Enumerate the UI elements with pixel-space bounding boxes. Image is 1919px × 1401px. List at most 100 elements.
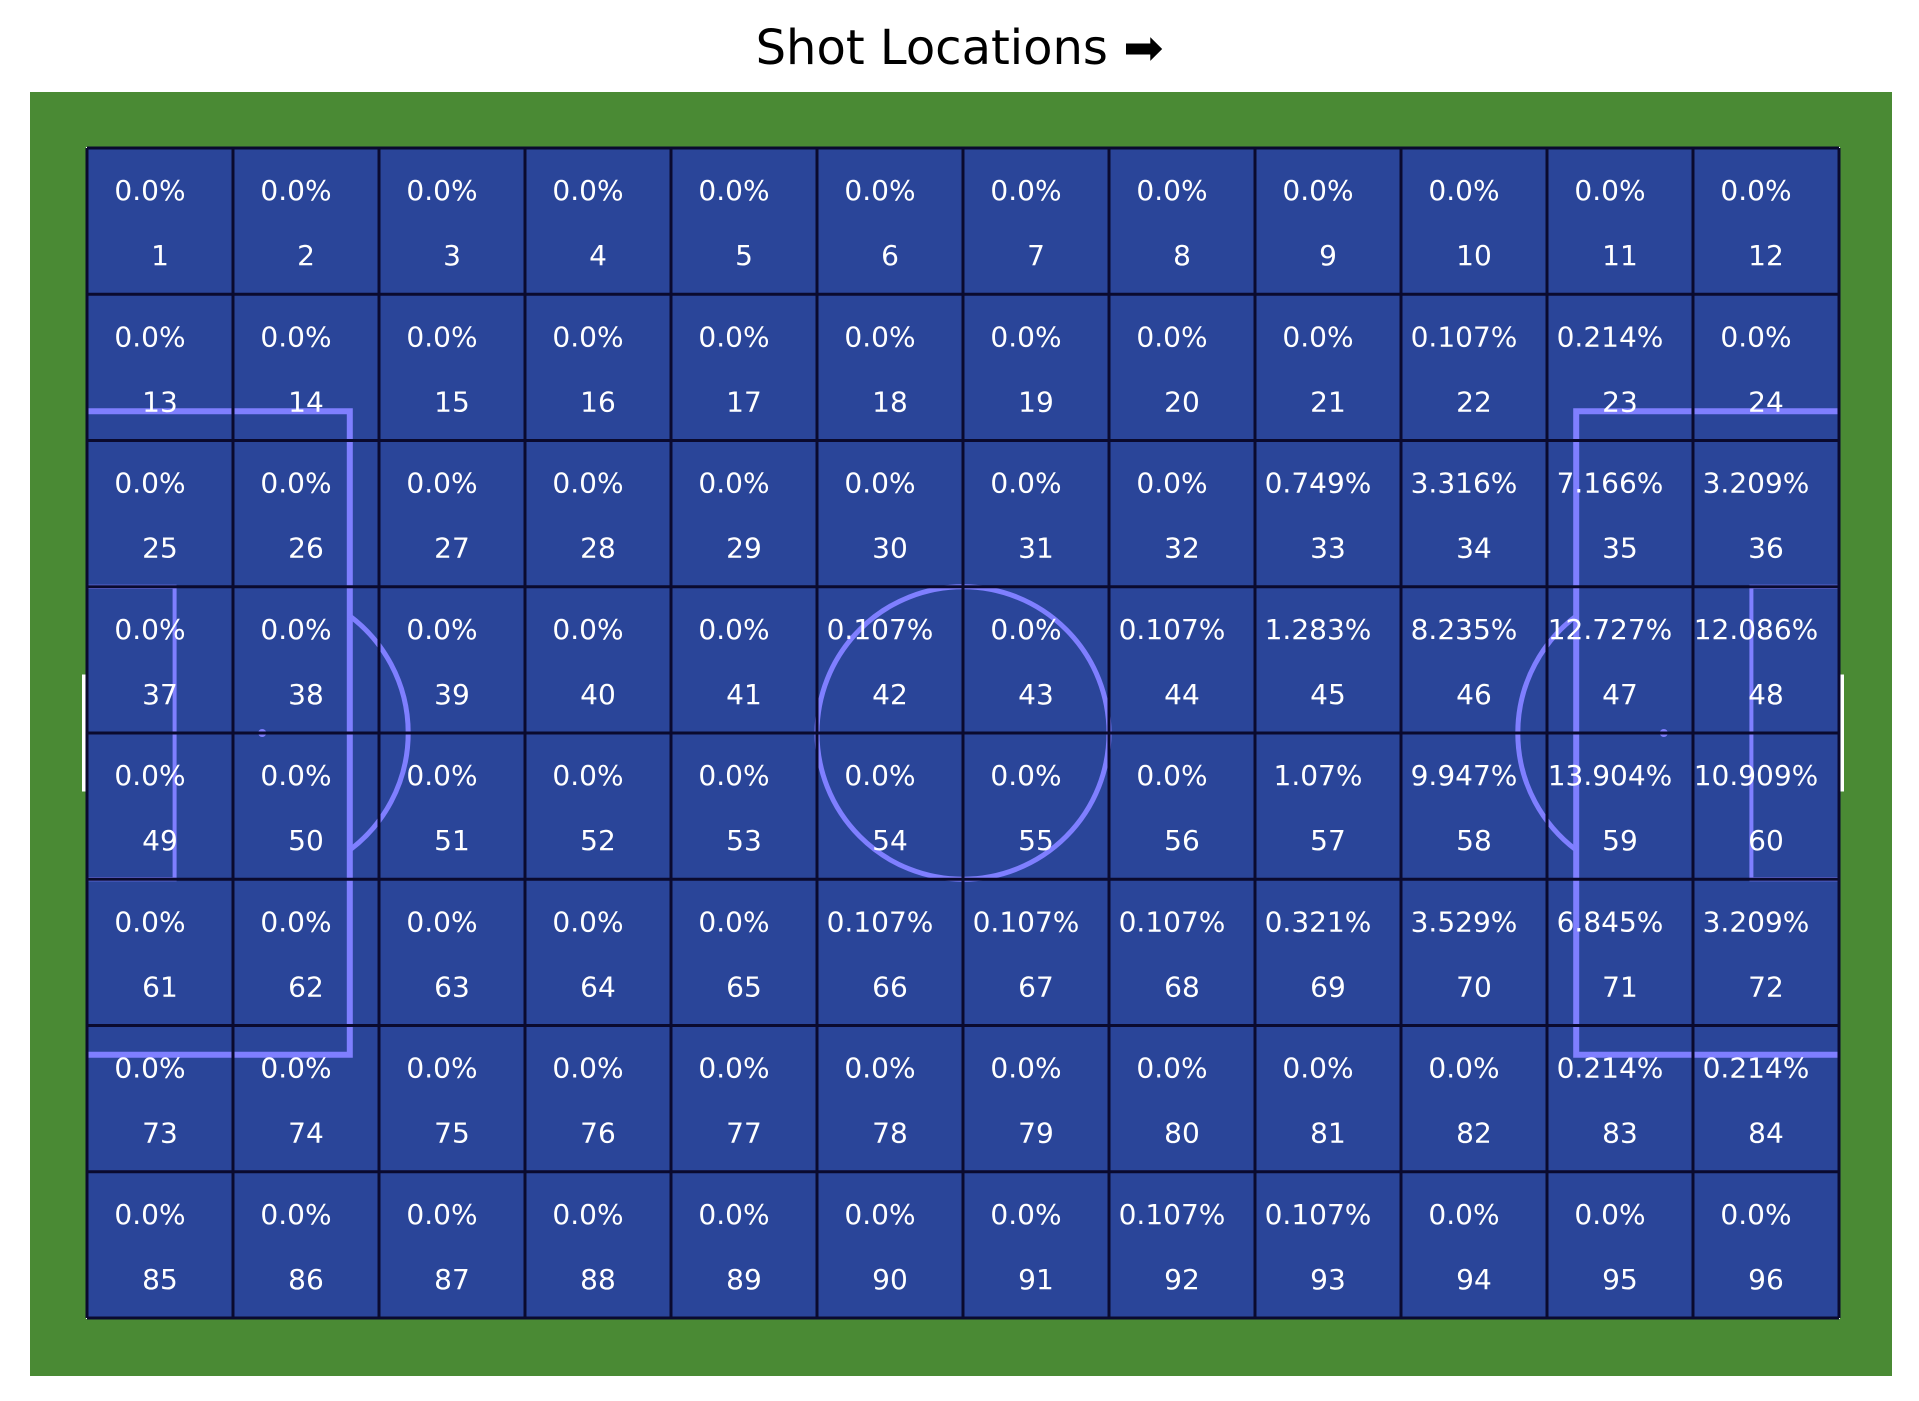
percentage-label: 0.0% [260,905,331,938]
percentage-label: 0.0% [698,1198,769,1231]
percentage-label: 0.0% [114,905,185,938]
heatmap-cell-59 [1547,733,1693,880]
percentage-label: 0.0% [552,613,623,646]
percentage-label: 0.0% [552,174,623,207]
heatmap-cell-36 [1693,440,1839,587]
zone-number-label: 21 [1310,385,1346,418]
percentage-label: 0.0% [406,320,477,353]
zone-number-label: 49 [142,824,178,857]
heatmap-cell-65 [671,879,817,1026]
zone-number-label: 26 [288,532,324,565]
percentage-label: 0.0% [844,1052,915,1085]
heatmap-cell-68 [1109,879,1255,1026]
percentage-label: 12.727% [1548,613,1673,646]
heatmap-cell-22 [1401,294,1547,441]
zone-number-label: 51 [434,824,470,857]
percentage-label: 0.0% [990,174,1061,207]
heatmap-cell-42 [817,586,963,733]
right-goal [1839,674,1844,792]
zone-number-label: 11 [1602,239,1638,272]
zone-number-label: 1 [151,239,169,272]
heatmap-cell-80 [1109,1025,1255,1172]
zone-number-label: 28 [580,532,616,565]
heatmap-cell-72 [1693,879,1839,1026]
percentage-label: 12.086% [1694,613,1819,646]
zone-number-label: 61 [142,970,178,1003]
heatmap-cell-1 [87,148,233,295]
zone-number-label: 93 [1310,1263,1346,1296]
percentage-label: 0.0% [990,613,1061,646]
zone-number-label: 54 [872,824,908,857]
percentage-label: 0.321% [1265,905,1372,938]
percentage-label: 0.0% [260,759,331,792]
zone-cells [87,148,1839,1318]
zone-number-label: 44 [1164,678,1200,711]
heatmap-cell-58 [1401,733,1547,880]
percentage-label: 0.0% [698,759,769,792]
percentage-label: 0.0% [844,1198,915,1231]
heatmap-cell-34 [1401,440,1547,587]
percentage-label: 0.107% [1119,613,1226,646]
zone-number-label: 46 [1456,678,1492,711]
heatmap-cell-50 [233,733,379,880]
percentage-label: 13.904% [1548,759,1673,792]
zone-number-label: 17 [726,385,762,418]
zone-number-label: 62 [288,970,324,1003]
percentage-label: 0.214% [1557,1052,1664,1085]
zone-grid-lines [85,146,1841,1320]
zone-number-label: 12 [1748,239,1784,272]
zone-number-label: 19 [1018,385,1054,418]
heatmap-cell-89 [671,1171,817,1318]
heatmap-cell-27 [379,440,525,587]
heatmap-cell-81 [1255,1025,1401,1172]
percentage-label: 0.0% [552,320,623,353]
heatmap-cell-53 [671,733,817,880]
zone-number-label: 68 [1164,970,1200,1003]
percentage-label: 0.0% [406,613,477,646]
percentage-label: 0.0% [260,1198,331,1231]
zone-number-label: 65 [726,970,762,1003]
heatmap-cell-77 [671,1025,817,1172]
percentage-label: 0.214% [1557,320,1664,353]
heatmap-cell-40 [525,586,671,733]
heatmap-cell-76 [525,1025,671,1172]
heatmap-cell-31 [963,440,1109,587]
zone-number-label: 38 [288,678,324,711]
percentage-label: 0.107% [1119,1198,1226,1231]
percentage-label: 0.0% [698,174,769,207]
percentage-label: 0.0% [1136,759,1207,792]
heatmap-cell-48 [1693,586,1839,733]
zone-number-label: 80 [1164,1117,1200,1150]
percentage-label: 8.235% [1411,613,1518,646]
heatmap-cell-10 [1401,148,1547,295]
heatmap-cell-7 [963,148,1109,295]
zone-number-label: 40 [580,678,616,711]
zone-number-label: 85 [142,1263,178,1296]
zone-number-label: 37 [142,678,178,711]
percentage-label: 0.0% [552,1052,623,1085]
zone-number-label: 74 [288,1117,324,1150]
zone-number-label: 35 [1602,532,1638,565]
percentage-label: 0.0% [406,467,477,500]
heatmap-cell-55 [963,733,1109,880]
zone-number-label: 39 [434,678,470,711]
zone-number-label: 7 [1027,239,1045,272]
percentage-label: 0.0% [1720,174,1791,207]
percentage-label: 0.0% [406,1198,477,1231]
heatmap-cell-20 [1109,294,1255,441]
heatmap-cell-90 [817,1171,963,1318]
zone-number-label: 79 [1018,1117,1054,1150]
percentage-label: 0.0% [990,759,1061,792]
percentage-label: 0.0% [114,1052,185,1085]
percentage-label: 0.0% [1428,1052,1499,1085]
percentage-label: 0.107% [827,905,934,938]
zone-number-label: 53 [726,824,762,857]
percentage-label: 0.0% [1574,174,1645,207]
zone-number-label: 88 [580,1263,616,1296]
percentage-label: 0.0% [260,467,331,500]
percentage-label: 7.166% [1557,467,1664,500]
heatmap-cell-9 [1255,148,1401,295]
heatmap-cell-35 [1547,440,1693,587]
heatmap-cell-57 [1255,733,1401,880]
heatmap-cell-86 [233,1171,379,1318]
